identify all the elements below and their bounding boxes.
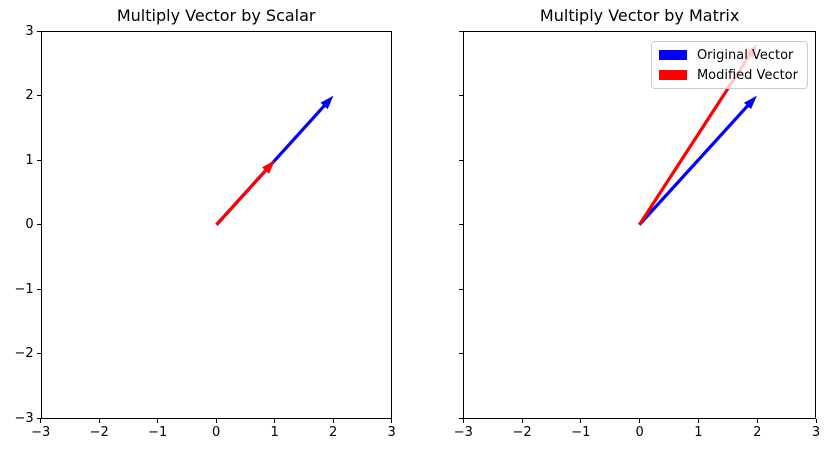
legend-swatch-modified-vector (658, 70, 687, 80)
legend-label: Modified Vector (696, 67, 798, 83)
y-axis-tick (459, 30, 464, 32)
x-axis-tick-label: 1 (270, 425, 279, 440)
vector-arrow-modified-vector (215, 160, 275, 226)
x-axis-tick-label: 0 (635, 425, 644, 440)
x-axis-tick-label: 3 (387, 425, 396, 440)
x-axis-tick (98, 418, 100, 423)
x-axis-tick (697, 418, 699, 423)
x-axis-tick (274, 418, 276, 423)
x-axis-tick (521, 418, 523, 423)
x-axis-tick-label: −3 (453, 425, 473, 440)
x-axis-tick-label: −1 (571, 425, 591, 440)
x-axis-tick-label: −2 (512, 425, 532, 440)
y-axis-tick (36, 30, 41, 32)
y-axis-tick (459, 353, 464, 355)
x-axis-tick (462, 418, 464, 423)
vector-arrows-layer (638, 43, 758, 226)
y-axis-tick-label: 3 (25, 23, 34, 39)
x-axis-tick (815, 418, 817, 423)
x-axis-tick-label: 0 (212, 425, 221, 440)
subplot-matrix-axes: Original Vector Modified Vector (463, 31, 816, 419)
x-axis-tick-label: 2 (329, 425, 338, 440)
vector-arrow-original-vector (638, 95, 758, 226)
y-axis-tick (36, 353, 41, 355)
x-axis-tick (40, 418, 42, 423)
legend: Original Vector Modified Vector (650, 41, 808, 89)
x-axis-tick (639, 418, 641, 423)
y-axis-tick (36, 159, 41, 161)
x-axis-tick-label: 3 (811, 425, 821, 440)
x-axis-tick-label: 1 (694, 425, 703, 440)
y-axis-tick-label: 2 (25, 88, 34, 104)
y-axis-tick (36, 224, 41, 226)
x-axis-tick-label: −3 (31, 425, 51, 440)
legend-swatch-original-vector (658, 50, 687, 60)
x-axis-tick-label: −2 (89, 425, 109, 440)
y-axis-tick-label: −1 (14, 281, 34, 297)
x-axis-tick-label: −1 (148, 425, 168, 440)
vector-arrows-layer (215, 95, 334, 226)
y-axis-tick-label: −3 (14, 411, 34, 426)
legend-entry-modified-vector: Modified Vector (658, 67, 798, 83)
subplot-matrix-title: Multiply Vector by Matrix (539, 6, 740, 25)
x-axis-tick (332, 418, 334, 423)
y-axis-tick-label: 1 (25, 152, 34, 168)
y-axis-tick (459, 418, 464, 419)
x-axis-tick (756, 418, 758, 423)
y-axis-tick (459, 288, 464, 290)
y-axis-tick (36, 288, 41, 290)
y-axis-tick-label: −2 (14, 346, 34, 362)
y-axis-tick (459, 224, 464, 226)
y-axis-tick (459, 159, 464, 161)
legend-entry-original-vector: Original Vector (658, 47, 798, 63)
legend-label: Original Vector (696, 47, 794, 63)
y-axis-tick (36, 418, 41, 419)
y-axis-tick (459, 95, 464, 97)
x-axis-tick (157, 418, 159, 423)
y-axis-tick (36, 95, 41, 97)
y-axis-tick-label: 0 (25, 217, 34, 233)
x-axis-tick-label: 2 (753, 425, 762, 440)
subplot-scalar-axes (40, 31, 392, 419)
x-axis-tick (215, 418, 217, 423)
subplot-scalar-title: Multiply Vector by Scalar (116, 6, 316, 25)
x-axis-tick (580, 418, 582, 423)
x-axis-tick (391, 418, 393, 423)
